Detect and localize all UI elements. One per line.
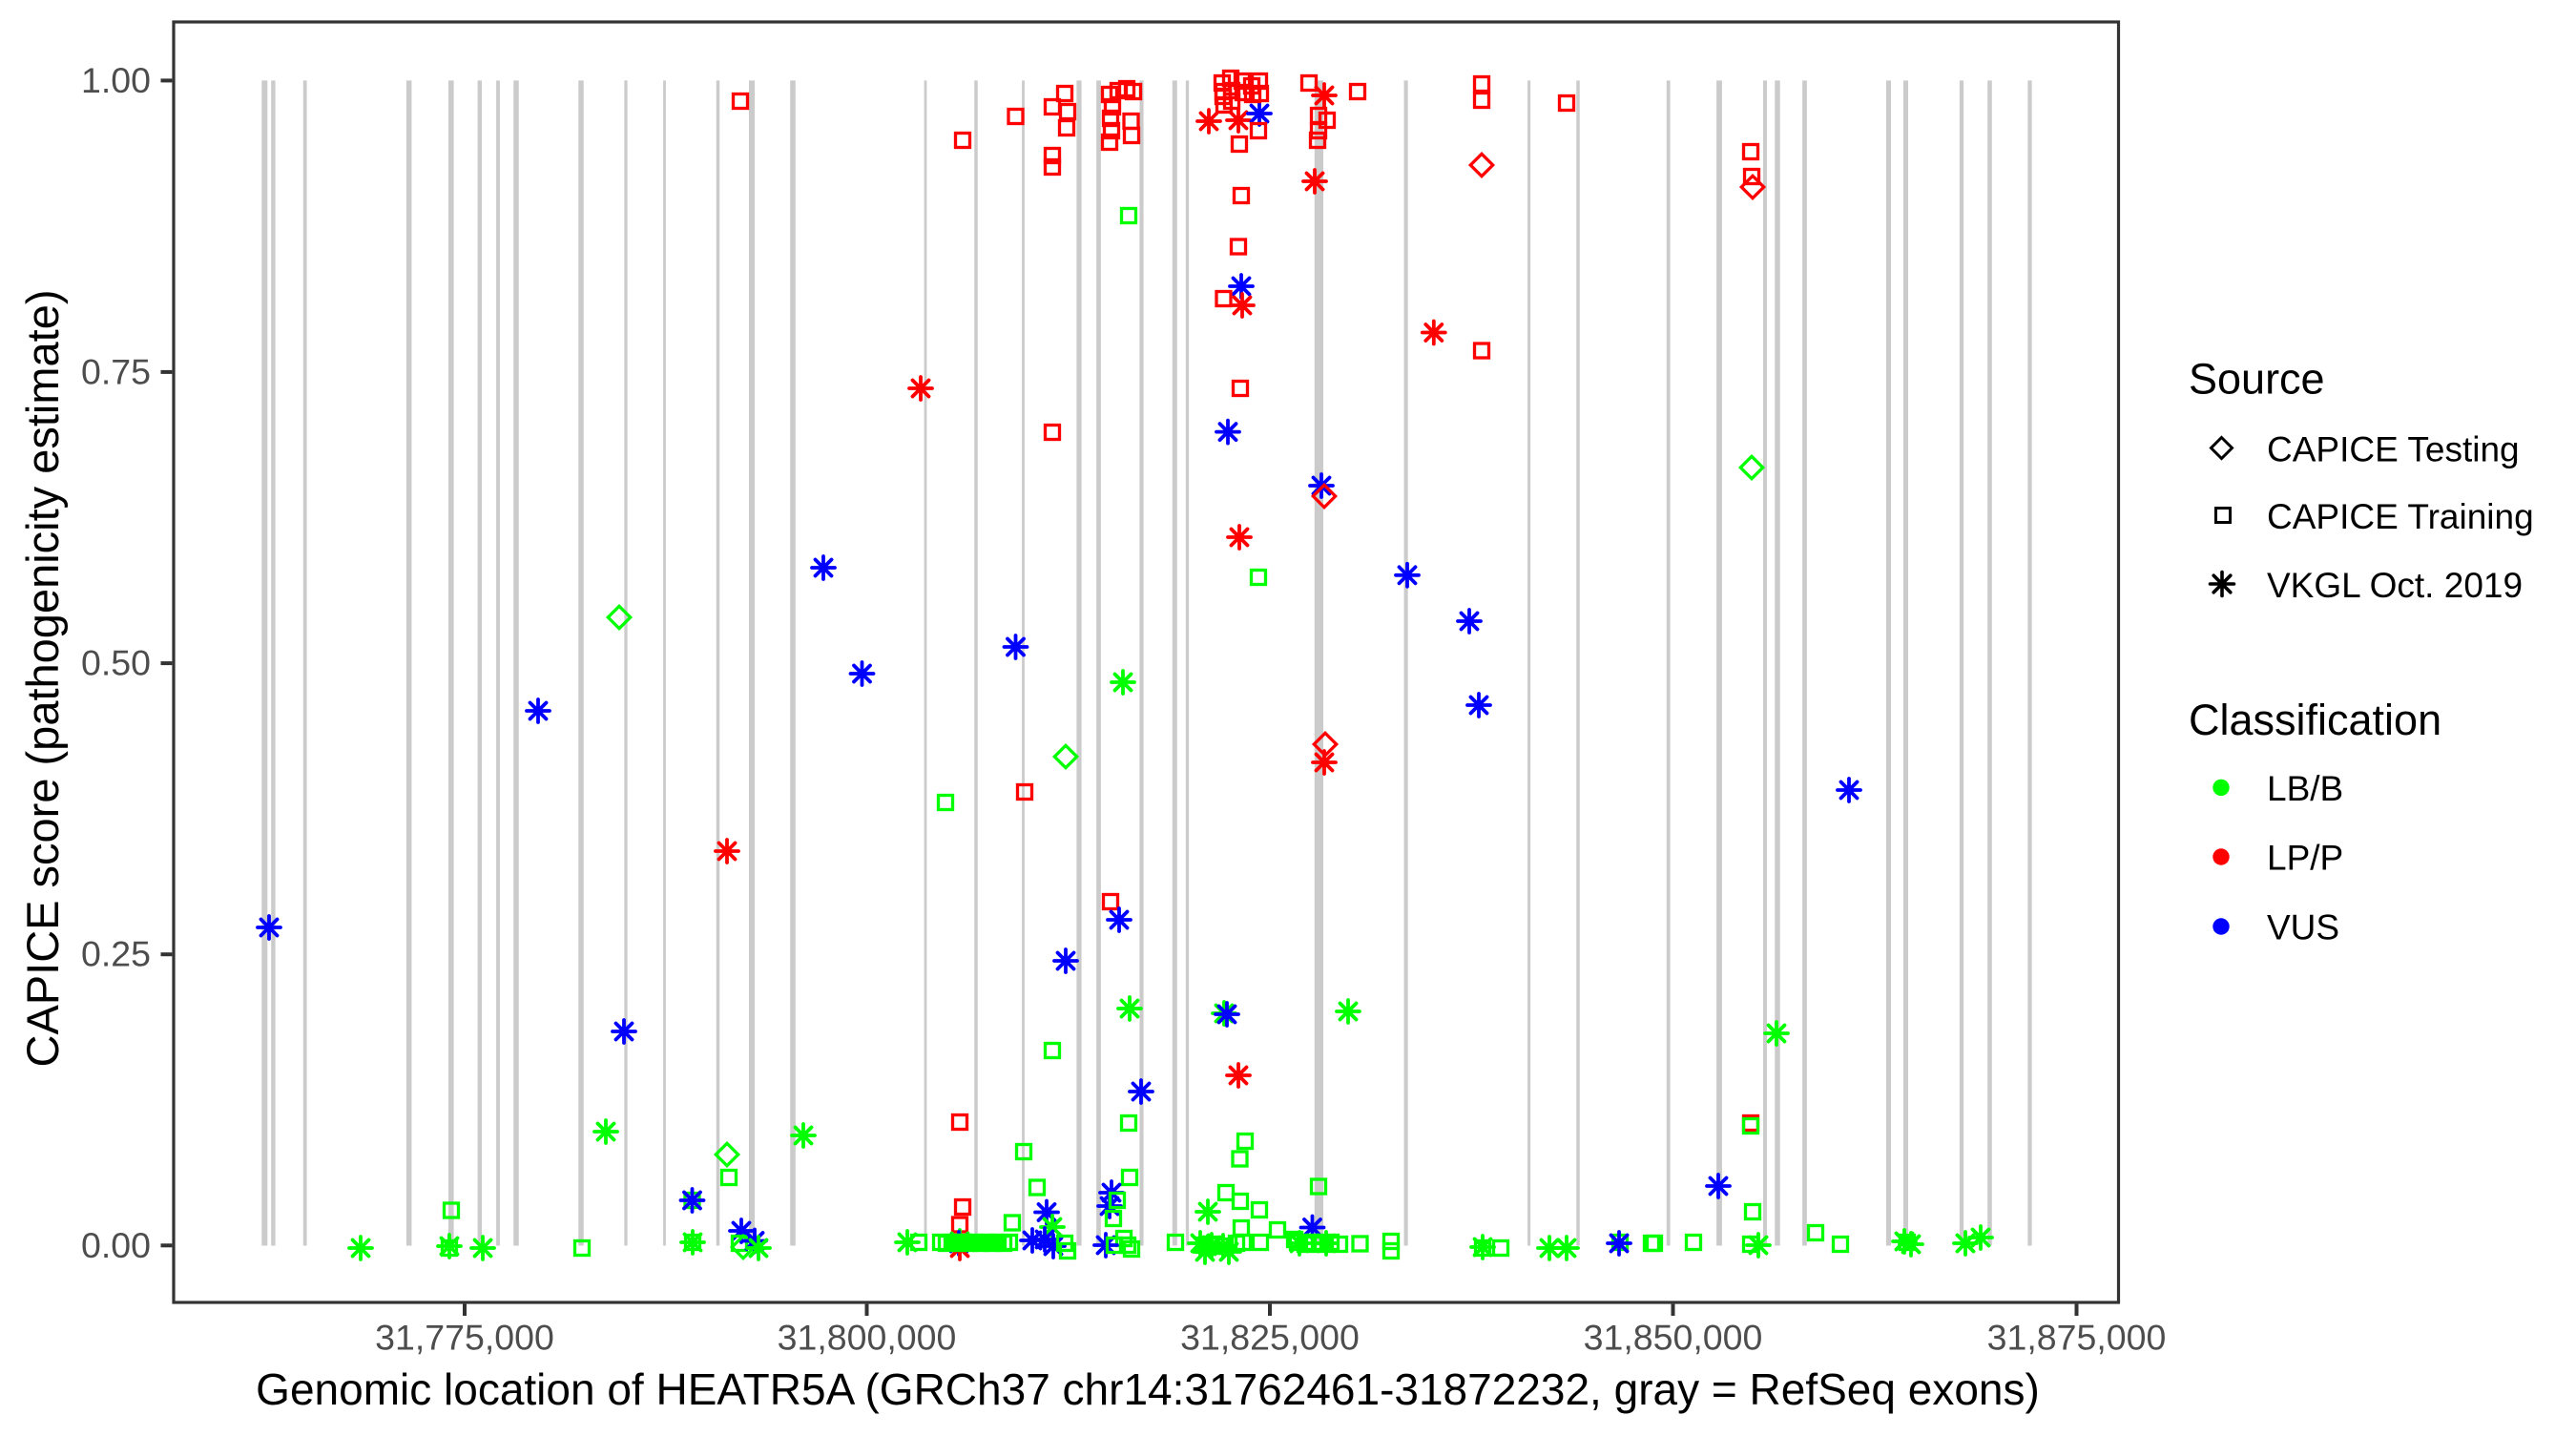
svg-text:CAPICE Testing: CAPICE Testing	[2267, 430, 2520, 469]
svg-text:CAPICE Training: CAPICE Training	[2267, 497, 2534, 536]
svg-text:Classification: Classification	[2189, 696, 2441, 744]
svg-text:LP/P: LP/P	[2267, 839, 2343, 878]
svg-text:Source: Source	[2189, 355, 2325, 404]
svg-text:1.00: 1.00	[81, 60, 151, 100]
svg-text:0.25: 0.25	[81, 934, 151, 974]
svg-text:31,850,000: 31,850,000	[1584, 1318, 1763, 1358]
svg-text:31,800,000: 31,800,000	[778, 1318, 957, 1358]
svg-text:LB/B: LB/B	[2267, 769, 2343, 808]
svg-text:Genomic location of HEATR5A (G: Genomic location of HEATR5A (GRCh37 chr1…	[256, 1364, 2040, 1414]
svg-text:0.75: 0.75	[81, 351, 151, 391]
svg-text:0.50: 0.50	[81, 643, 151, 683]
svg-text:VUS: VUS	[2267, 908, 2339, 947]
svg-text:CAPICE score (pathogenicity es: CAPICE score (pathogenicity estimate)	[17, 290, 68, 1068]
svg-text:31,875,000: 31,875,000	[1987, 1318, 2167, 1358]
svg-text:31,775,000: 31,775,000	[375, 1318, 554, 1358]
svg-text:31,825,000: 31,825,000	[1180, 1318, 1360, 1358]
svg-text:0.00: 0.00	[81, 1225, 151, 1265]
svg-text:VKGL Oct. 2019: VKGL Oct. 2019	[2267, 566, 2523, 605]
